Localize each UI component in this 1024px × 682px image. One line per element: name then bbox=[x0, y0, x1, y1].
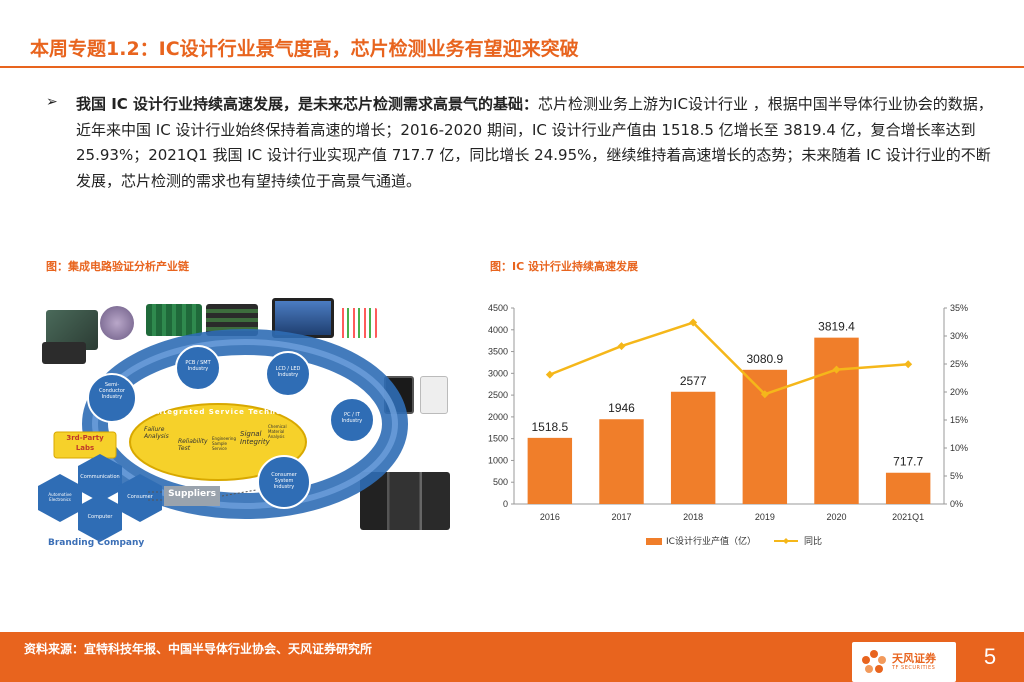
wafer-photo bbox=[100, 306, 134, 340]
service-failure-analysis: Failure Analysis bbox=[144, 426, 169, 440]
ipod-photo bbox=[420, 376, 448, 414]
industry-consumer-system: Consumer System Industry bbox=[271, 472, 297, 490]
bar-value-label: 1946 bbox=[608, 401, 635, 415]
left-figure-caption: 图：集成电路验证分析产业链 bbox=[46, 260, 189, 273]
left-tick-label: 3500 bbox=[488, 347, 508, 357]
ring-label: Integrated Service Technology bbox=[153, 408, 303, 416]
service-engineering-sample: Engineering Sample Service bbox=[212, 436, 236, 451]
bar-value-label: 3819.4 bbox=[818, 320, 855, 334]
industry-chain-diagram: Semi- Conductor Industry PCB / SMT Indus… bbox=[30, 296, 470, 556]
left-tick-label: 2000 bbox=[488, 412, 508, 422]
page-number: 5 bbox=[983, 644, 997, 669]
flower-logo-icon bbox=[862, 650, 886, 673]
right-tick-label: 30% bbox=[950, 331, 968, 341]
left-tick-label: 1000 bbox=[488, 455, 508, 465]
ic-package-photo bbox=[42, 342, 86, 364]
service-chemical-analysis: Chemical Material Analysis bbox=[268, 424, 287, 439]
yoy-point bbox=[545, 370, 554, 379]
bar bbox=[814, 337, 859, 504]
yoy-point bbox=[689, 318, 698, 327]
suppliers-box: Suppliers bbox=[168, 489, 216, 499]
right-tick-label: 35% bbox=[950, 303, 968, 313]
logo-cn-text: 天风证券 bbox=[892, 652, 936, 665]
left-tick-label: 4500 bbox=[488, 303, 508, 313]
x-tick-label: 2020 bbox=[826, 512, 846, 522]
left-tick-label: 4000 bbox=[488, 325, 508, 335]
bullet-bold-lead: 我国 IC 设计行业持续高速发展，是未来芯片检测需求高景气的基础： bbox=[76, 95, 539, 113]
x-tick-label: 2016 bbox=[540, 512, 560, 522]
yoy-point bbox=[904, 360, 913, 369]
service-reliability-test: Reliability Test bbox=[178, 438, 208, 452]
third-party-labs: 3rd-Party Labs bbox=[66, 434, 104, 452]
industry-semiconductor: Semi- Conductor Industry bbox=[99, 382, 125, 400]
chart-svg: 0 500 1000 1500 2000 2500 3000 3500 4000 4500 0% 5%… bbox=[488, 303, 968, 547]
service-ring-graphic bbox=[38, 329, 408, 542]
right-tick-label: 5% bbox=[950, 471, 963, 481]
x-tick-label: 2019 bbox=[755, 512, 775, 522]
x-tick-label: 2017 bbox=[611, 512, 631, 522]
led-photo bbox=[338, 308, 378, 338]
hex-computer: Computer bbox=[87, 514, 113, 520]
legend-line-marker bbox=[783, 538, 789, 544]
industry-lcd-led: LCD / LED Industry bbox=[275, 366, 301, 378]
bullet-paragraph: ➢ 我国 IC 设计行业持续高速发展，是未来芯片检测需求高景气的基础：芯片检测业… bbox=[46, 92, 996, 194]
bar-value-label: 2577 bbox=[680, 374, 707, 388]
yoy-point bbox=[832, 365, 841, 374]
footer-bar: 资料来源：宜特科技年报、中国半导体行业协会、天风证券研究所 天风证券 TF SE… bbox=[0, 632, 1024, 682]
right-tick-label: 20% bbox=[950, 387, 968, 397]
slide-title: 本周专题1.2：IC设计行业景气度高，芯片检测业务有望迎来突破 bbox=[30, 38, 579, 60]
hex-automotive: Automotive Electronics bbox=[48, 492, 72, 502]
left-tick-label: 1500 bbox=[488, 434, 508, 444]
right-tick-label: 15% bbox=[950, 415, 968, 425]
right-tick-label: 10% bbox=[950, 443, 968, 453]
title-divider bbox=[0, 66, 1024, 68]
bullet-arrow-icon: ➢ bbox=[46, 94, 58, 110]
bullet-text: 我国 IC 设计行业持续高速发展，是未来芯片检测需求高景气的基础：芯片检测业务上… bbox=[76, 92, 996, 194]
legend-line-label: 同比 bbox=[804, 535, 822, 547]
pcb-photo-1 bbox=[146, 304, 202, 336]
left-tick-label: 500 bbox=[493, 477, 508, 487]
bar bbox=[599, 419, 644, 504]
bullet-body: 芯片检测业务上游为IC设计行业 ，根据中国半导体行业协会的数据，近年来中国 IC… bbox=[76, 95, 993, 190]
x-tick-label: 2018 bbox=[683, 512, 703, 522]
ic-design-chart: 0 500 1000 1500 2000 2500 3000 3500 4000 4500 0% 5%… bbox=[474, 296, 994, 558]
legend-bar-swatch bbox=[646, 538, 662, 545]
left-tick-label: 2500 bbox=[488, 390, 508, 400]
hex-communication: Communication bbox=[80, 474, 120, 480]
legend-bar-label: IC设计行业产值（亿） bbox=[666, 535, 756, 547]
bar-value-label: 717.7 bbox=[893, 455, 923, 469]
tf-securities-logo: 天风证券 TF SECURITIES bbox=[852, 642, 956, 682]
logo-en-text: TF SECURITIES bbox=[892, 665, 936, 671]
right-figure-caption: 图：IC 设计行业持续高速发展 bbox=[490, 260, 638, 273]
industry-pc-it: PC / IT Industry bbox=[341, 412, 363, 424]
bar bbox=[527, 437, 573, 504]
yoy-line bbox=[549, 321, 909, 396]
bar-value-label: 1518.5 bbox=[531, 420, 568, 434]
left-tick-label: 3000 bbox=[488, 368, 508, 378]
bar bbox=[670, 391, 716, 504]
yoy-point bbox=[617, 342, 626, 351]
left-tick-label: 0 bbox=[503, 499, 508, 509]
x-tick-label: 2021Q1 bbox=[892, 512, 924, 522]
source-note: 资料来源：宜特科技年报、中国半导体行业协会、天风证券研究所 bbox=[24, 642, 373, 656]
hex-consumer: Consumer bbox=[127, 494, 153, 500]
yoy-point bbox=[760, 390, 769, 399]
service-signal-integrity: Signal Integrity bbox=[240, 430, 270, 446]
branding-company-label: Branding Company bbox=[48, 538, 145, 548]
right-tick-label: 0% bbox=[950, 499, 963, 509]
bar bbox=[885, 472, 931, 504]
bar-value-label: 3080.9 bbox=[746, 352, 783, 366]
right-tick-label: 25% bbox=[950, 359, 968, 369]
industry-pcb-smt: PCB / SMT Industry bbox=[185, 360, 211, 372]
